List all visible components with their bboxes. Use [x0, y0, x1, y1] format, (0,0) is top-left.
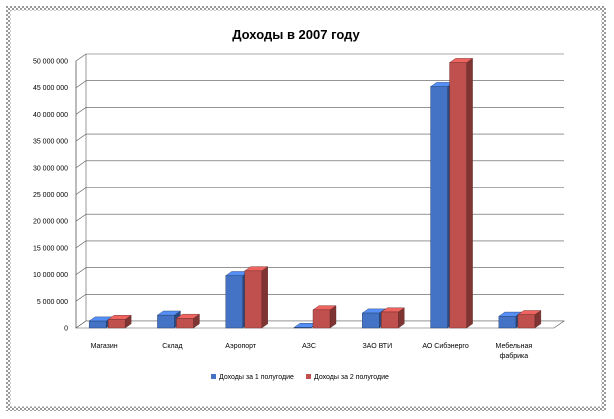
- bar: [449, 62, 467, 329]
- x-tick-label: Склад: [162, 343, 182, 350]
- bar: [362, 312, 380, 329]
- x-tick-label: фабрика: [500, 352, 529, 360]
- y-tick-label: 30 000 000: [33, 165, 68, 172]
- bar: [88, 320, 107, 329]
- bar: [381, 311, 399, 329]
- legend-swatch: [211, 374, 216, 379]
- gridline-depth: [75, 294, 87, 302]
- x-tick-label: Магазин: [91, 343, 118, 350]
- x-tick-label: Мебельная: [496, 342, 533, 350]
- chart-background: [12, 12, 600, 405]
- x-tick-label: АЗС: [302, 343, 316, 350]
- gridline-depth: [75, 160, 87, 169]
- x-tick-label: ЗАО ВТИ: [362, 343, 392, 350]
- y-tick-label: 45 000 000: [33, 85, 68, 92]
- bar: [107, 319, 126, 329]
- legend-label: Доходы за 2 полугодие: [314, 374, 389, 381]
- y-tick-label: 25 000 000: [33, 192, 68, 199]
- bar: [430, 86, 448, 329]
- bar-side: [466, 58, 473, 329]
- gridline-depth: [75, 80, 87, 88]
- x-tick-label: Аэропорт: [225, 343, 257, 350]
- y-tick-label: 40 000 000: [33, 112, 68, 119]
- chart-canvas: Доходы в 2007 году 0 5 000 000 10 000 000 1…: [6, 6, 606, 411]
- y-tick-label: 0: [64, 326, 68, 333]
- chart-frame: Доходы в 2007 году 0 5 000 000 10 000 000 1…: [6, 6, 606, 411]
- bar: [157, 314, 175, 329]
- bar: [176, 318, 194, 329]
- bar: [225, 275, 243, 329]
- y-tick-label: 50 000 000: [33, 59, 68, 66]
- y-tick-label: 5 000 000: [37, 299, 68, 306]
- bar: [244, 270, 262, 329]
- gridline-depth: [75, 213, 87, 222]
- y-tick-label: 20 000 000: [33, 219, 68, 226]
- plot-area: 0 5 000 000 10 000 000 15 000 000 20 000 000…: [33, 53, 565, 381]
- y-tick-label: 15 000 000: [33, 245, 68, 252]
- gridline-depth: [75, 267, 87, 275]
- chart-border: [6, 6, 606, 411]
- y-tick-label: 10 000 000: [33, 272, 68, 279]
- gridline-depth: [75, 133, 87, 142]
- y-tick-label: 35 000 000: [33, 139, 68, 146]
- legend-label: Доходы за 1 полугодие: [219, 374, 294, 381]
- legend-swatch: [306, 374, 311, 379]
- bar: [312, 309, 331, 329]
- gridline-depth: [75, 187, 87, 195]
- x-tick-label: АО Сибэнерго: [422, 342, 468, 350]
- gridline-depth: [75, 107, 87, 115]
- gridline-depth: [75, 240, 87, 249]
- bar: [293, 327, 312, 329]
- chart-title: Доходы в 2007 году: [232, 27, 360, 42]
- gridline-depth: [75, 53, 87, 62]
- bar: [517, 314, 536, 329]
- bar: [498, 316, 517, 329]
- bar-side: [261, 266, 268, 329]
